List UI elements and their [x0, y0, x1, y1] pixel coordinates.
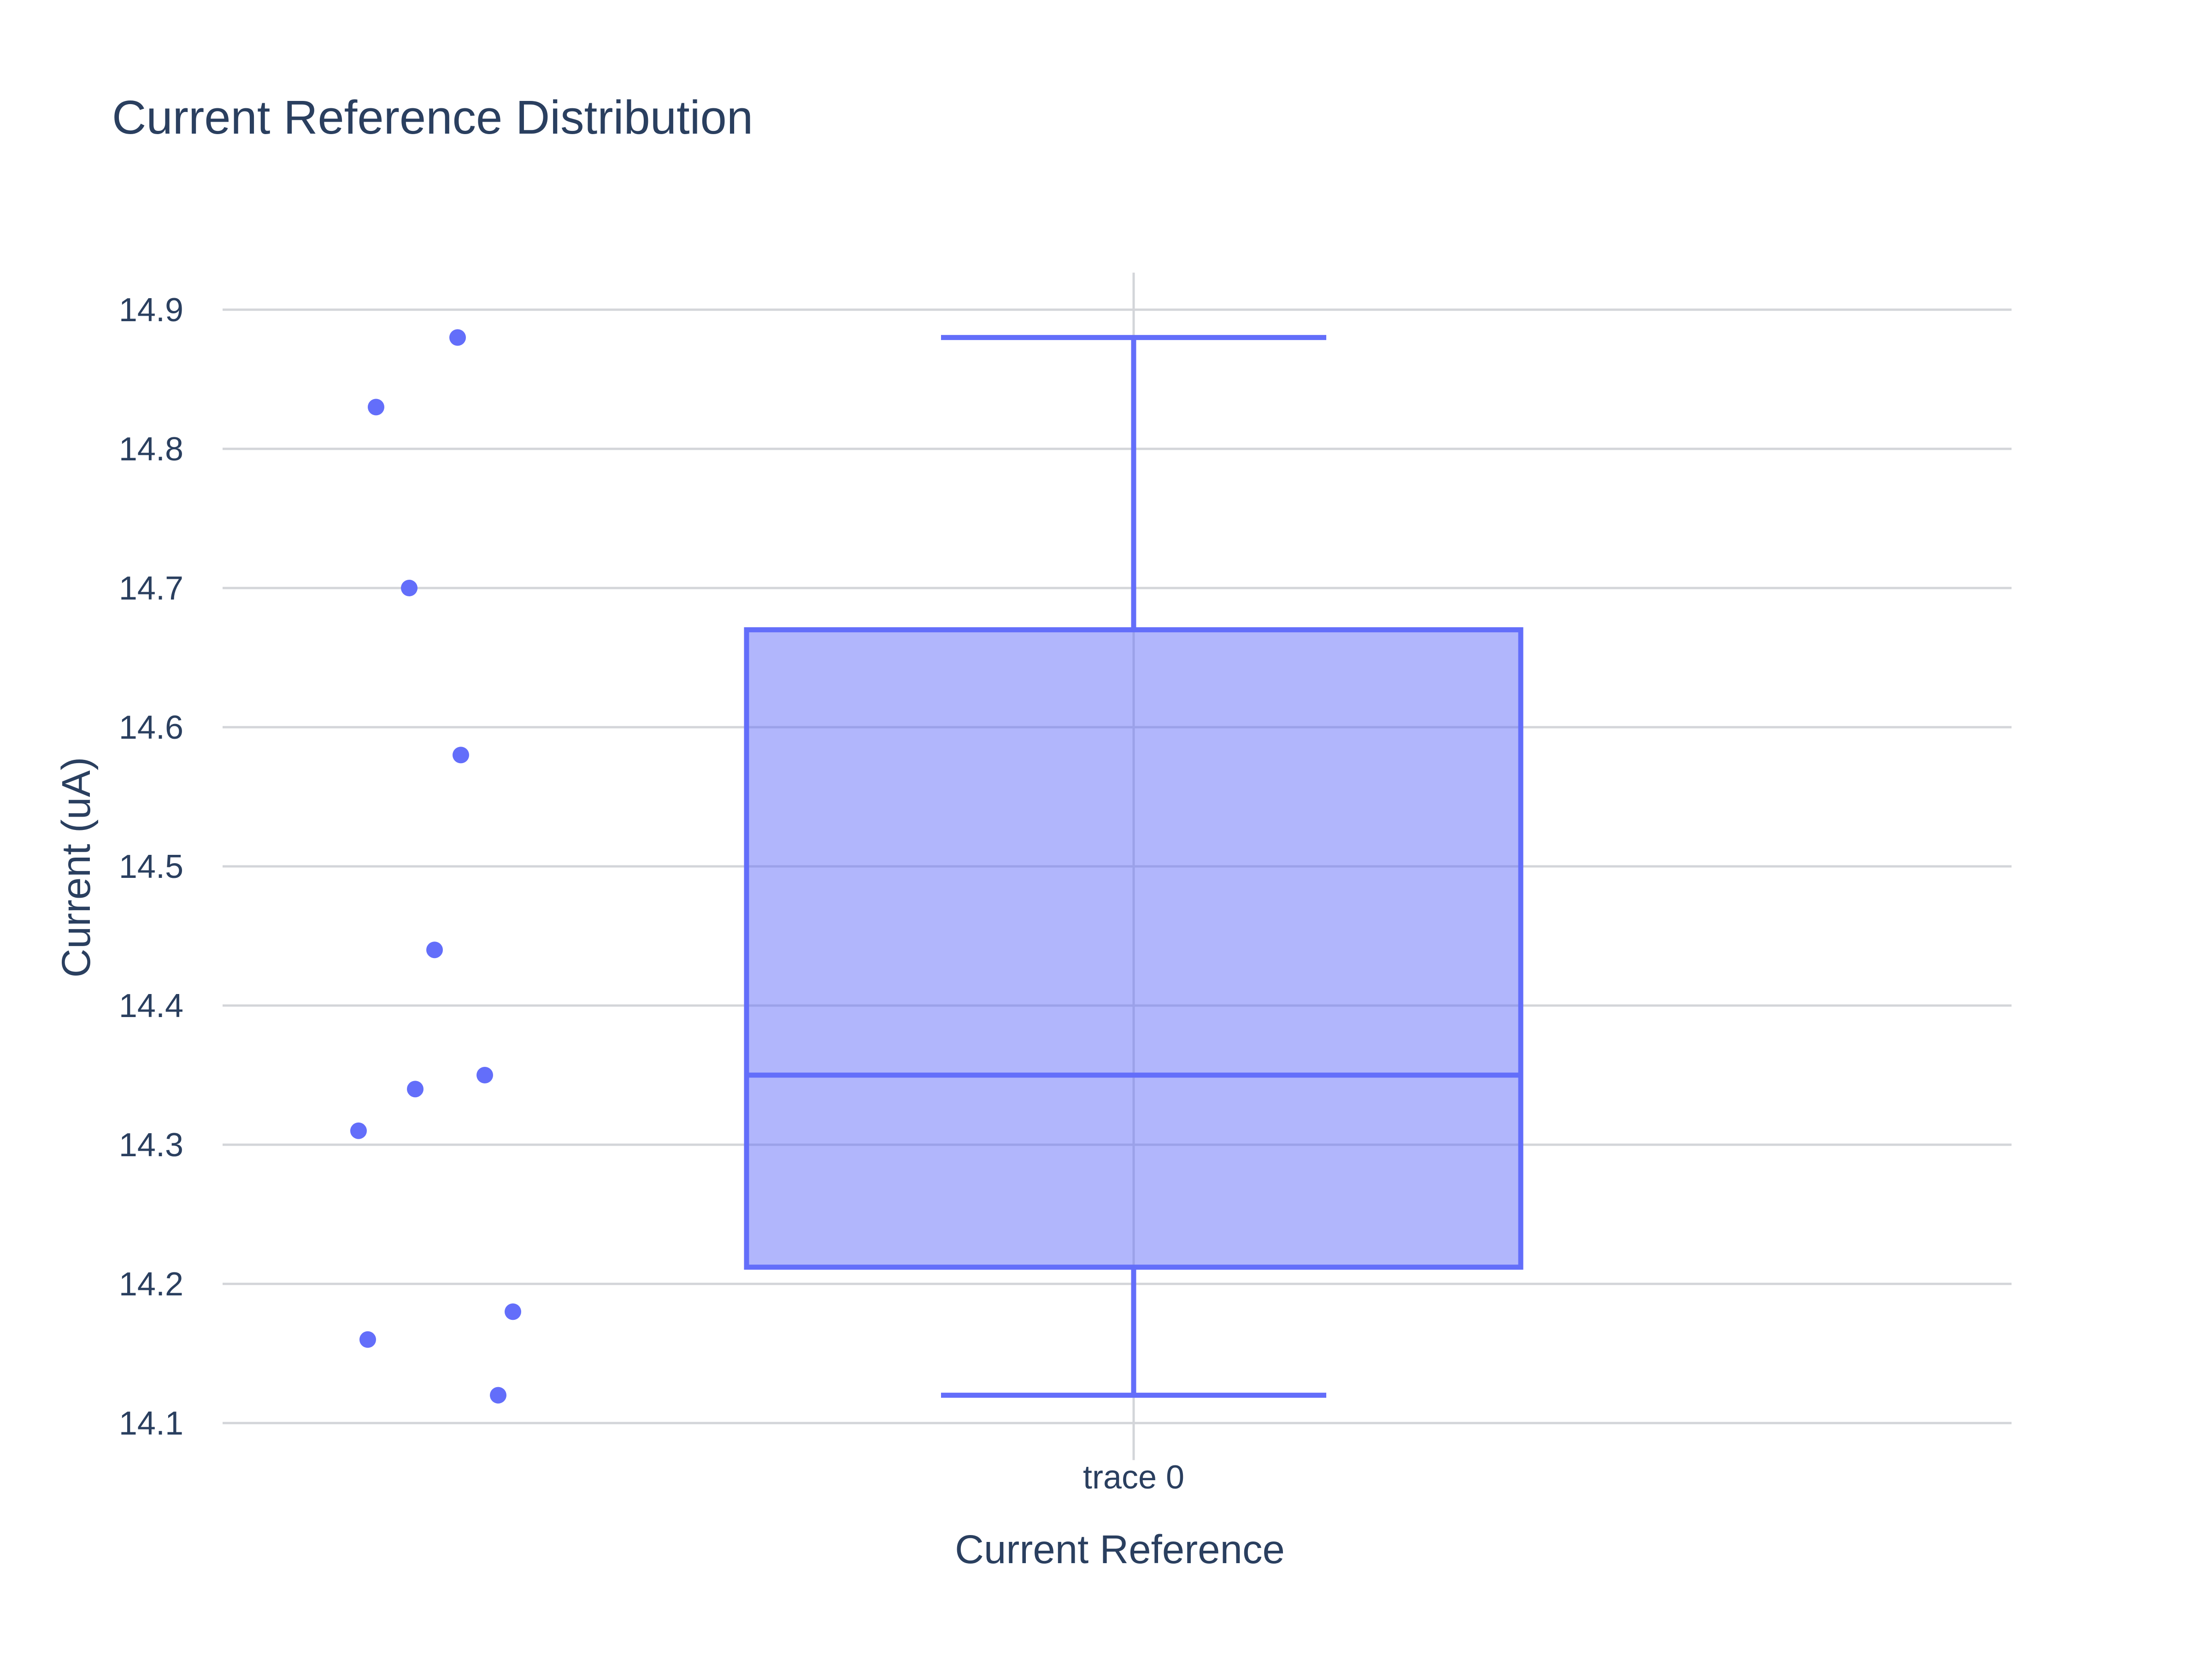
y-tick-label: 14.9	[119, 292, 183, 329]
x-axis-title: Current Reference	[955, 1527, 1285, 1572]
y-tick-label: 14.8	[119, 431, 183, 468]
y-tick-label: 14.2	[119, 1266, 183, 1303]
data-point	[407, 1081, 424, 1098]
y-tick-label: 14.5	[119, 848, 183, 885]
data-point	[453, 747, 469, 764]
y-tick-label: 14.1	[119, 1405, 183, 1442]
x-axis-ticks: trace 0	[1083, 1459, 1184, 1496]
x-tick-label: trace 0	[1083, 1459, 1184, 1496]
data-point	[359, 1331, 376, 1348]
data-point	[350, 1122, 367, 1139]
data-point	[426, 941, 443, 959]
data-point	[477, 1067, 493, 1083]
y-tick-label: 14.4	[119, 988, 183, 1024]
y-tick-label: 14.7	[119, 570, 183, 607]
box-trace	[744, 335, 1524, 1398]
data-point	[505, 1303, 521, 1320]
chart-title: Current Reference Distribution	[112, 91, 753, 144]
data-point	[490, 1387, 506, 1404]
y-tick-label: 14.6	[119, 709, 183, 746]
data-point	[449, 329, 466, 346]
y-axis-title: Current (uA)	[54, 757, 99, 978]
data-point	[401, 580, 418, 596]
data-points	[350, 329, 521, 1404]
y-tick-label: 14.3	[119, 1127, 183, 1164]
iqr-box	[744, 627, 1524, 1270]
y-axis-ticks: 14.1 14.2 14.3 14.4 14.5 14.6 14.7 14.8 14.9	[119, 292, 183, 1442]
data-point	[368, 399, 384, 416]
